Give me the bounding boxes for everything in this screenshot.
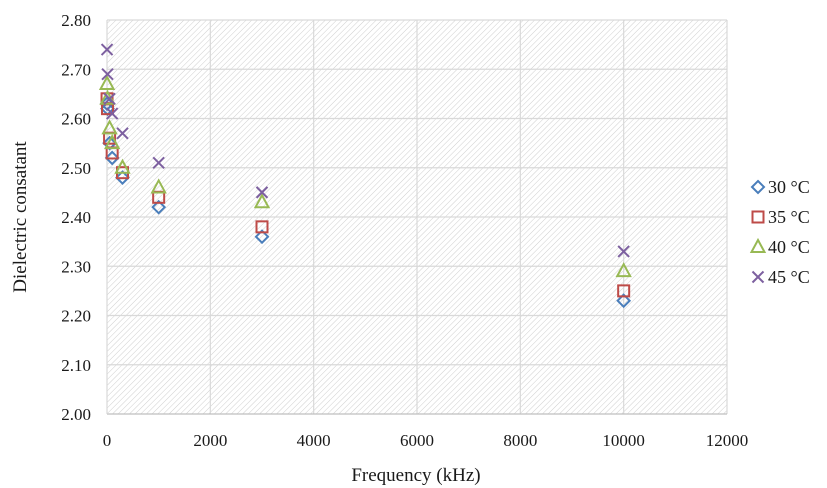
marker-stroke bbox=[617, 245, 630, 258]
data-point bbox=[254, 229, 270, 245]
legend-item: 30 °C bbox=[750, 177, 810, 197]
legend-item: 35 °C bbox=[751, 207, 810, 227]
data-point bbox=[616, 293, 632, 309]
x-tick-label: 10000 bbox=[602, 431, 645, 450]
data-point bbox=[100, 43, 114, 56]
data-point bbox=[151, 199, 167, 215]
data-point bbox=[104, 150, 120, 166]
data-point bbox=[617, 245, 630, 258]
x-tick-label: 12000 bbox=[706, 431, 749, 450]
x-tick-label: 4000 bbox=[297, 431, 331, 450]
y-tick-label: 2.20 bbox=[61, 307, 91, 326]
legend-item: 45 °C bbox=[751, 267, 810, 287]
marker-stroke bbox=[103, 92, 116, 106]
x-tick-label: 2000 bbox=[193, 431, 227, 450]
data-point bbox=[253, 193, 271, 209]
tick-labels: 2.00 2.10 2.20 2.30 2.40 2.50 2.60 2.70 2.80 0 200… bbox=[61, 11, 748, 450]
marker-stroke bbox=[255, 186, 269, 199]
legend-marker bbox=[749, 237, 767, 253]
x-tick-label: 0 bbox=[103, 431, 112, 450]
data-point bbox=[617, 284, 631, 298]
data-point bbox=[115, 170, 130, 186]
data-point bbox=[255, 186, 269, 199]
data-point bbox=[98, 74, 116, 91]
x-tick-label: 8000 bbox=[503, 431, 537, 450]
data-points bbox=[98, 43, 632, 309]
data-point bbox=[116, 127, 129, 140]
data-point bbox=[615, 262, 632, 278]
marker-stroke bbox=[116, 127, 129, 140]
marker-stroke bbox=[100, 43, 114, 56]
legend-label: 40 °C bbox=[768, 237, 810, 257]
series-4 bbox=[100, 43, 630, 258]
data-point bbox=[255, 220, 269, 234]
data-point bbox=[105, 107, 119, 120]
y-tick-label: 2.10 bbox=[61, 356, 91, 375]
y-tick-label: 2.40 bbox=[61, 208, 91, 227]
data-point bbox=[101, 67, 114, 81]
y-tick-label: 2.00 bbox=[61, 405, 91, 424]
data-point bbox=[150, 178, 167, 194]
legend-marker bbox=[751, 210, 765, 224]
x-tick-label: 6000 bbox=[400, 431, 434, 450]
data-point bbox=[101, 119, 118, 135]
y-tick-label: 2.30 bbox=[61, 257, 91, 276]
marker-stroke bbox=[751, 270, 765, 284]
legend-label: 30 °C bbox=[768, 177, 810, 197]
legend-item: 40 °C bbox=[749, 237, 810, 257]
legend-marker bbox=[750, 179, 766, 195]
y-axis-title: Dielectric consatant bbox=[10, 141, 31, 293]
legend: 30 °C 35 °C 40 °C 45 °C bbox=[749, 177, 810, 287]
y-tick-label: 2.80 bbox=[61, 11, 91, 30]
marker-stroke bbox=[101, 67, 114, 81]
legend-label: 45 °C bbox=[768, 267, 810, 287]
gridlines bbox=[107, 19, 728, 414]
y-tick-label: 2.60 bbox=[61, 110, 91, 129]
y-tick-label: 2.70 bbox=[61, 60, 91, 79]
marker-stroke bbox=[152, 156, 165, 170]
data-point bbox=[152, 156, 165, 170]
legend-label: 35 °C bbox=[768, 207, 810, 227]
y-tick-label: 2.50 bbox=[61, 159, 91, 178]
data-point bbox=[103, 92, 116, 106]
data-point bbox=[103, 134, 121, 150]
marker-stroke bbox=[105, 107, 119, 120]
data-point bbox=[114, 158, 131, 174]
legend-marker bbox=[751, 270, 765, 284]
x-axis-title: Frequency (kHz) bbox=[351, 465, 480, 486]
axes bbox=[106, 20, 727, 415]
